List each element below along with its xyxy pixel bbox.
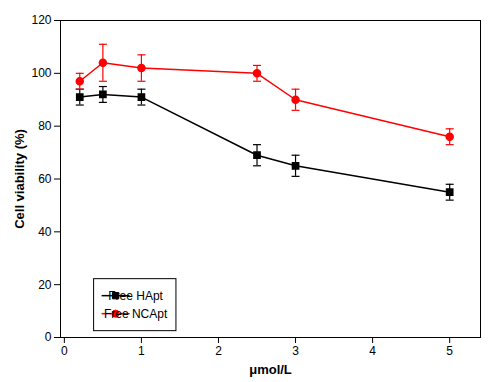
svg-text:4: 4 <box>369 344 376 358</box>
svg-text:Cell viability (%): Cell viability (%) <box>12 129 27 229</box>
svg-text:20: 20 <box>38 278 52 292</box>
svg-text:100: 100 <box>31 66 51 80</box>
svg-text:Free NCApt: Free NCApt <box>104 307 168 321</box>
svg-text:5: 5 <box>446 344 453 358</box>
svg-text:0: 0 <box>61 344 68 358</box>
svg-text:80: 80 <box>38 119 52 133</box>
svg-text:40: 40 <box>38 225 52 239</box>
svg-text:3: 3 <box>292 344 299 358</box>
svg-text:2: 2 <box>215 344 222 358</box>
svg-text:μmol/L: μmol/L <box>249 362 292 377</box>
svg-text:1: 1 <box>138 344 145 358</box>
svg-text:Free HApt: Free HApt <box>108 289 163 303</box>
svg-text:120: 120 <box>31 13 51 27</box>
svg-text:60: 60 <box>38 172 52 186</box>
svg-text:0: 0 <box>45 330 52 344</box>
